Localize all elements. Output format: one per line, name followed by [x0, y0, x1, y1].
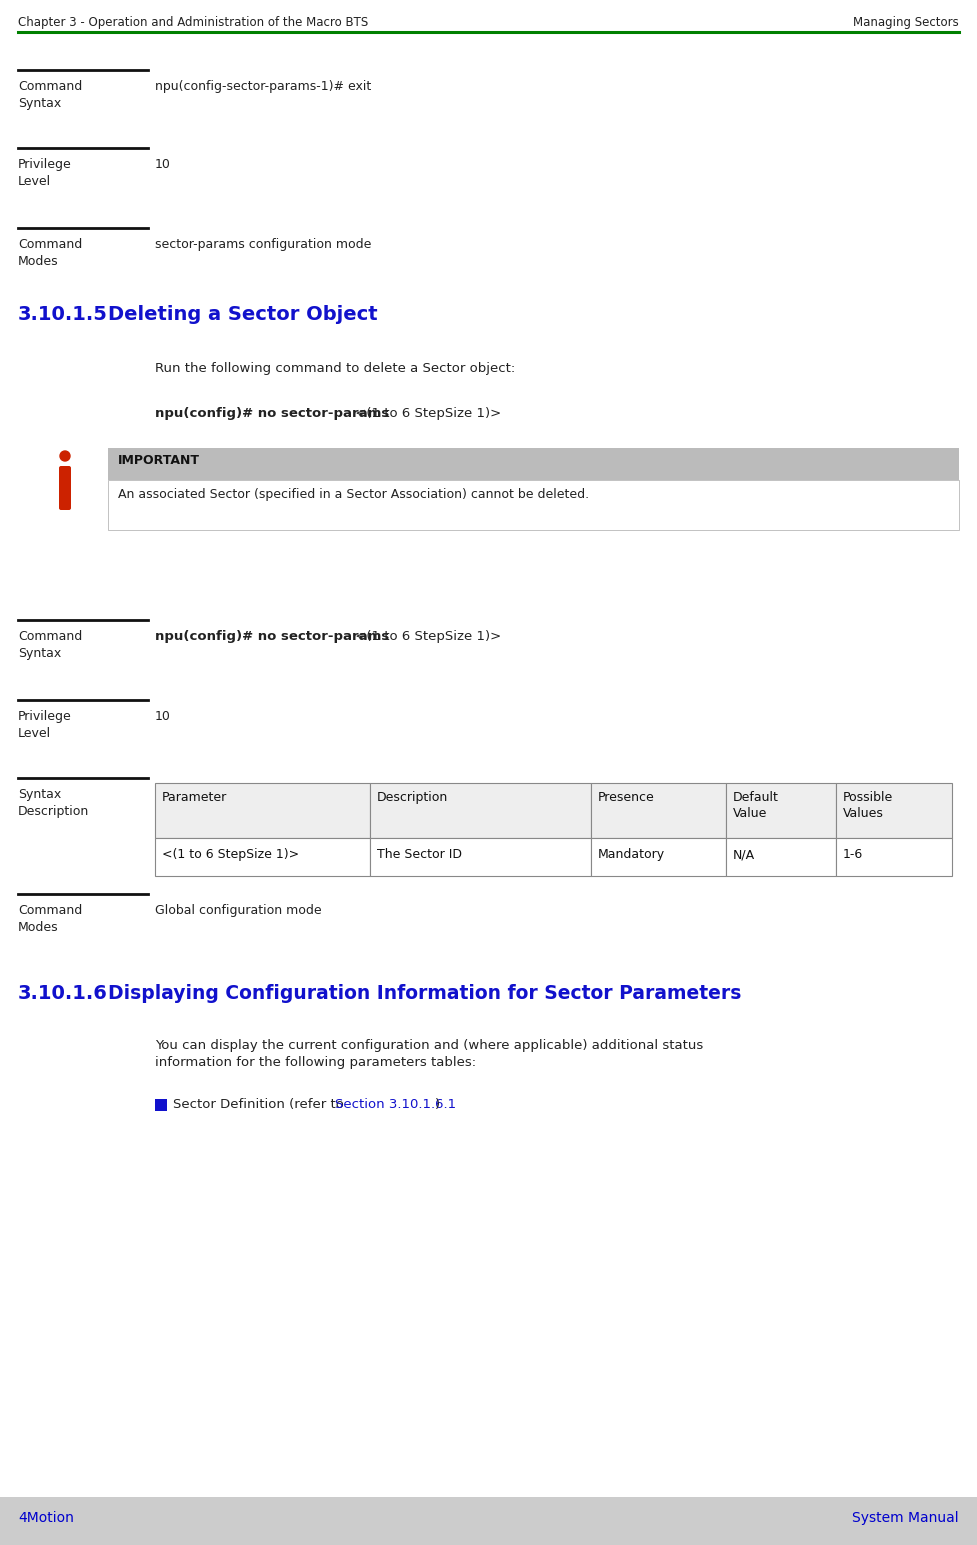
Text: 10: 10	[155, 158, 171, 171]
Text: Privilege: Privilege	[18, 711, 71, 723]
Text: Displaying Configuration Information for Sector Parameters: Displaying Configuration Information for…	[108, 984, 742, 1003]
Text: <(1 to 6 StepSize 1)>: <(1 to 6 StepSize 1)>	[351, 406, 501, 420]
Text: System Manual: System Manual	[852, 1511, 959, 1525]
Text: Description: Description	[377, 791, 448, 803]
Text: Values: Values	[843, 806, 884, 820]
Text: Run the following command to delete a Sector object:: Run the following command to delete a Se…	[155, 362, 515, 375]
Ellipse shape	[464, 1506, 513, 1536]
Text: An associated Sector (specified in a Sector Association) cannot be deleted.: An associated Sector (specified in a Sec…	[118, 488, 589, 501]
Text: Level: Level	[18, 728, 51, 740]
Circle shape	[60, 451, 70, 460]
Text: information for the following parameters tables:: information for the following parameters…	[155, 1055, 476, 1069]
Text: npu(config-sector-params-1)# exit: npu(config-sector-params-1)# exit	[155, 80, 371, 93]
Text: IMPORTANT: IMPORTANT	[118, 454, 200, 467]
Text: Syntax: Syntax	[18, 647, 62, 660]
Text: Command: Command	[18, 238, 82, 250]
Text: Privilege: Privilege	[18, 158, 71, 171]
Text: Chapter 3 - Operation and Administration of the Macro BTS: Chapter 3 - Operation and Administration…	[18, 15, 368, 29]
Text: Syntax: Syntax	[18, 97, 62, 110]
Text: The Sector ID: The Sector ID	[377, 848, 462, 861]
Text: ): )	[435, 1098, 440, 1111]
Text: Modes: Modes	[18, 255, 59, 267]
Text: Modes: Modes	[18, 921, 59, 935]
Text: Sector Definition (refer to: Sector Definition (refer to	[173, 1098, 348, 1111]
Text: <(1 to 6 StepSize 1)>: <(1 to 6 StepSize 1)>	[162, 848, 299, 861]
Text: Value: Value	[733, 806, 767, 820]
Text: Command: Command	[18, 904, 82, 918]
Text: Deleting a Sector Object: Deleting a Sector Object	[108, 304, 378, 324]
Text: Possible: Possible	[843, 791, 893, 803]
Text: Section 3.10.1.6.1: Section 3.10.1.6.1	[335, 1098, 456, 1111]
Ellipse shape	[461, 1503, 516, 1539]
FancyBboxPatch shape	[59, 467, 71, 510]
Text: Command: Command	[18, 80, 82, 93]
Text: 652: 652	[474, 1514, 503, 1528]
Text: Default: Default	[733, 791, 779, 803]
Text: Description: Description	[18, 805, 89, 817]
Text: Mandatory: Mandatory	[598, 848, 665, 861]
Text: Global configuration mode: Global configuration mode	[155, 904, 321, 918]
Text: Presence: Presence	[598, 791, 655, 803]
Text: 3.10.1.5: 3.10.1.5	[18, 304, 107, 324]
Text: npu(config)# no sector-params: npu(config)# no sector-params	[155, 630, 389, 643]
Text: 3.10.1.6: 3.10.1.6	[18, 984, 107, 1003]
Text: <(1 to 6 StepSize 1)>: <(1 to 6 StepSize 1)>	[351, 630, 501, 643]
Text: 10: 10	[155, 711, 171, 723]
Text: Syntax: Syntax	[18, 788, 62, 800]
Text: Managing Sectors: Managing Sectors	[853, 15, 959, 29]
Text: You can display the current configuration and (where applicable) additional stat: You can display the current configuratio…	[155, 1038, 703, 1052]
Text: npu(config)# no sector-params: npu(config)# no sector-params	[155, 406, 389, 420]
Text: Level: Level	[18, 175, 51, 188]
Text: 4Motion: 4Motion	[18, 1511, 74, 1525]
Text: 1-6: 1-6	[843, 848, 864, 861]
Text: Parameter: Parameter	[162, 791, 228, 803]
Text: N/A: N/A	[733, 848, 755, 861]
Text: Command: Command	[18, 630, 82, 643]
Text: sector-params configuration mode: sector-params configuration mode	[155, 238, 371, 250]
